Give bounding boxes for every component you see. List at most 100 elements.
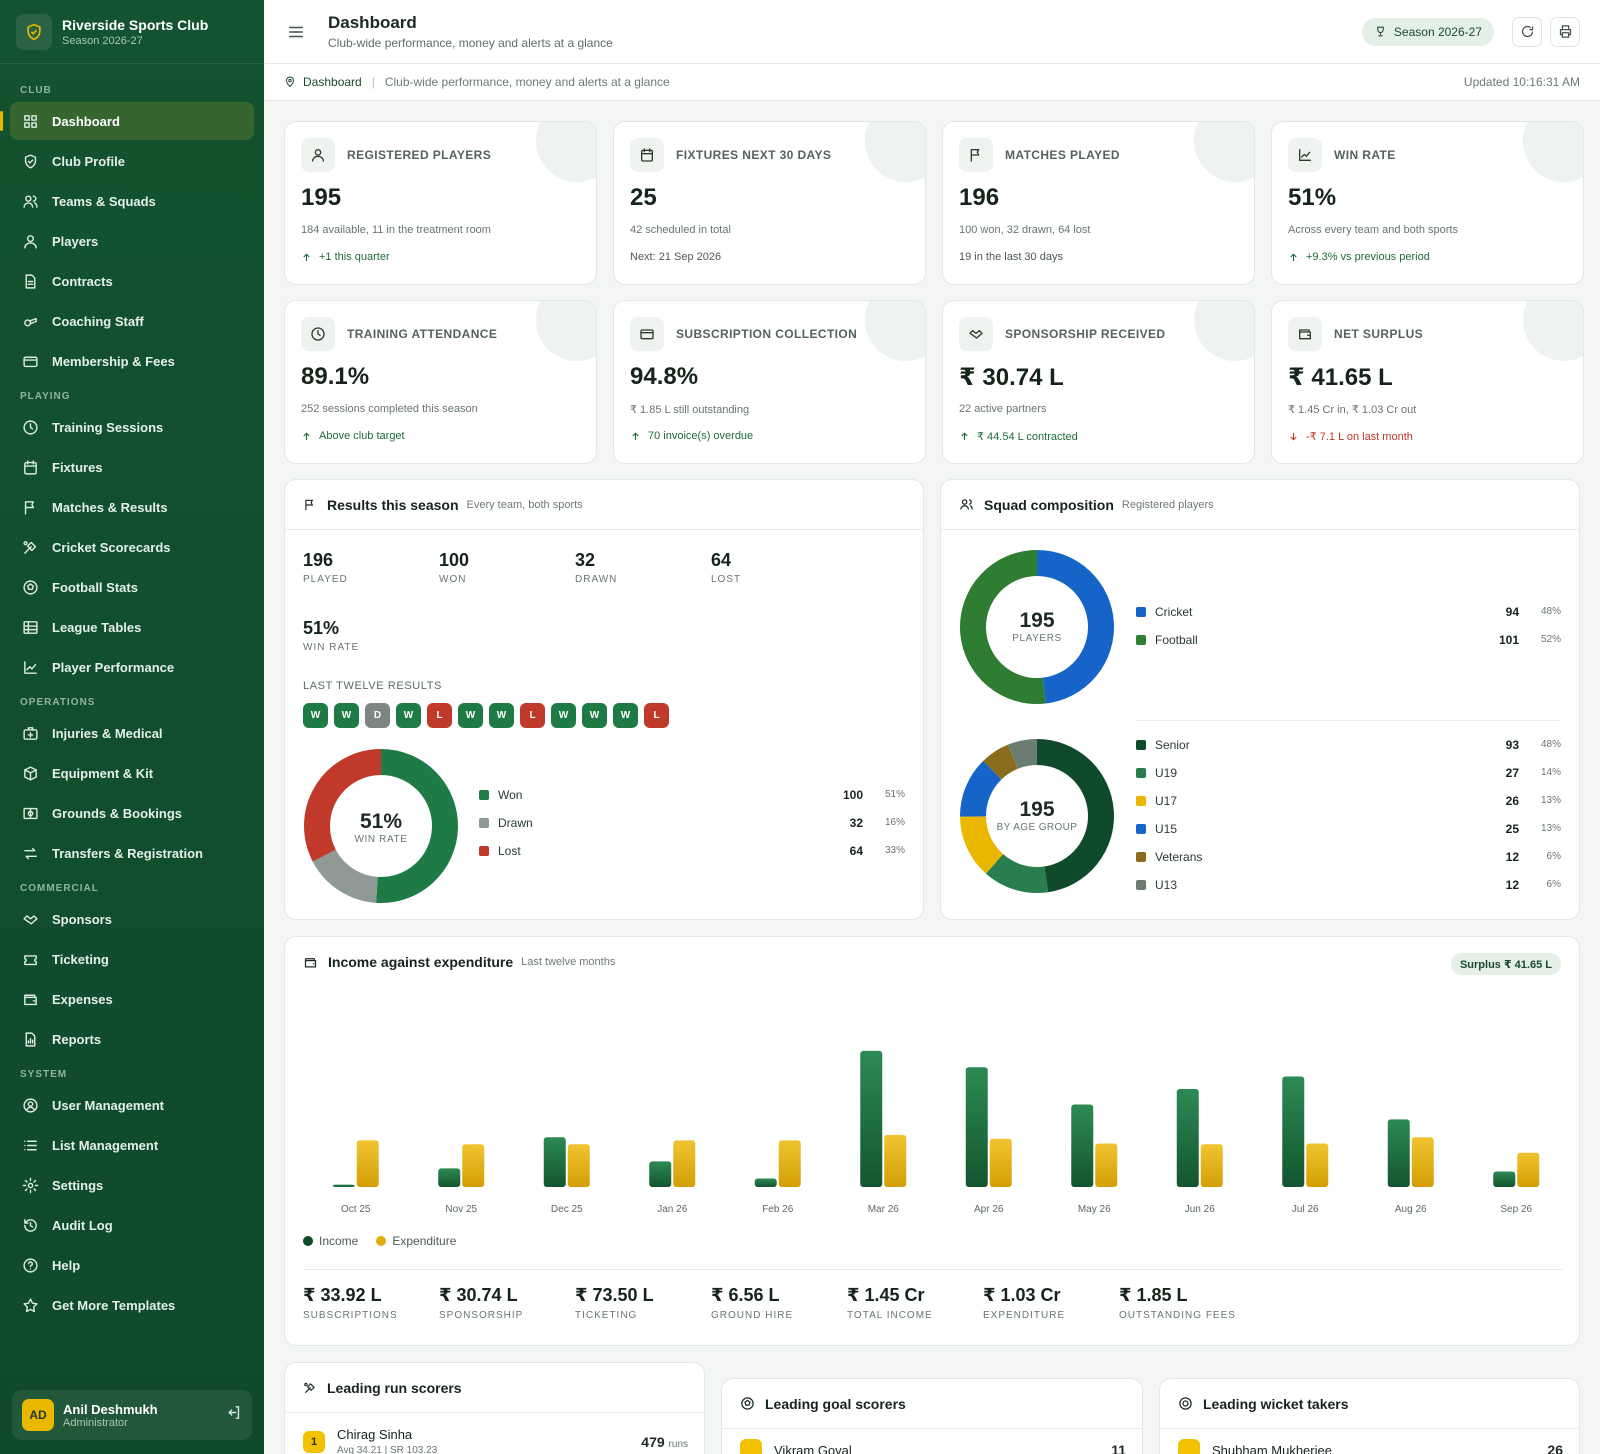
kpi-matches-played[interactable]: MATCHES PLAYED 196 100 won, 32 drawn, 64 l… [942,121,1255,285]
expenditure-bar-feb-26[interactable] [778,1140,801,1187]
sidebar-item-cricket-scorecards[interactable]: Cricket Scorecards [10,528,254,566]
list-item[interactable]: Vikram Goyal 11 [740,1439,1126,1454]
expenditure-bar-sep-26[interactable] [1517,1152,1540,1187]
age-slice-veterans[interactable] [983,744,1019,780]
age-slice-u17[interactable] [960,815,1004,874]
kpi-label: WIN RATE [1334,148,1396,162]
logout-icon[interactable] [225,1404,242,1426]
income-bar-oct-25[interactable] [332,1184,355,1187]
sidebar-item-grounds-and-bookings[interactable]: Grounds & Bookings [10,794,254,832]
expenditure-bar-jul-26[interactable] [1306,1143,1329,1187]
results-donut [304,749,458,903]
expenditure-bar-oct-25[interactable] [356,1140,379,1187]
sidebar-item-player-performance[interactable]: Player Performance [10,648,254,686]
expenditure-bar-jan-26[interactable] [673,1140,696,1187]
brand[interactable]: Riverside Sports Club Season 2026-27 [0,0,264,64]
sidebar-item-transfers-and-registration[interactable]: Transfers & Registration [10,834,254,872]
expenditure-bar-dec-25[interactable] [567,1144,590,1187]
kpi-registered-players[interactable]: REGISTERED PLAYERS 195 184 available, 11 i… [284,121,597,285]
kpi-value: 195 [301,184,342,211]
breadcrumb-home[interactable]: Dashboard [284,75,362,89]
bat-icon [304,1382,315,1393]
expenditure-bar-nov-25[interactable] [462,1144,485,1187]
sidebar-item-sponsors[interactable]: Sponsors [10,900,254,938]
user-card[interactable]: AD Anil Deshmukh Administrator [12,1390,252,1440]
age-slice-u13[interactable] [1007,739,1038,769]
sport-slice-cricket[interactable] [1036,550,1114,704]
income-bar-jul-26[interactable] [1282,1076,1305,1187]
results-slice-won[interactable] [376,749,458,903]
sidebar-item-expenses[interactable]: Expenses [10,980,254,1018]
season-selector[interactable]: Season 2026-27 [1361,17,1494,46]
refresh-button[interactable] [1512,16,1542,47]
expenditure-bar-aug-26[interactable] [1411,1137,1434,1187]
expenditure-bar-apr-26[interactable] [989,1138,1012,1187]
sidebar-item-label: Teams & Squads [52,193,156,209]
users-icon [960,499,973,510]
sidebar-item-teams-and-squads[interactable]: Teams & Squads [10,182,254,220]
sidebar-item-players[interactable]: Players [10,222,254,260]
sport-slice-football[interactable] [960,550,1046,704]
sidebar-item-reports[interactable]: Reports [10,1020,254,1058]
results-slice-lost[interactable] [304,749,382,862]
kpi-net-surplus[interactable]: NET SURPLUS ₹ 41.65 L ₹ 1.45 Cr in, ₹ 1.03… [1271,300,1584,464]
chart-legend: Income Expenditure [303,1234,456,1248]
sidebar-item-label: Contracts [52,273,113,289]
sidebar-item-settings[interactable]: Settings [10,1166,254,1204]
income-bar-nov-25[interactable] [438,1168,461,1187]
sidebar-item-league-tables[interactable]: League Tables [10,608,254,646]
win-rate-label: WIN RATE [303,642,360,653]
sidebar-item-coaching-staff[interactable]: Coaching Staff [10,302,254,340]
expenditure-bar-mar-26[interactable] [884,1134,907,1187]
list-item[interactable]: 1 Chirag Sinha Avg 34.21 | SR 103.23 479… [303,1427,688,1454]
income-bar-aug-26[interactable] [1387,1119,1410,1187]
income-bar-may-26[interactable] [1071,1104,1094,1187]
sidebar-item-membership-and-fees[interactable]: Membership & Fees [10,342,254,380]
kpi-fixtures-next-30-days[interactable]: FIXTURES NEXT 30 DAYS 25 42 scheduled in t… [613,121,926,285]
print-button[interactable] [1550,16,1580,47]
kpi-win-rate[interactable]: WIN RATE 51% Across every team and both sp… [1271,121,1584,285]
sidebar-item-equipment-and-kit[interactable]: Equipment & Kit [10,754,254,792]
sidebar-item-label: Ticketing [52,951,109,967]
kpi-sponsorship-received[interactable]: SPONSORSHIP RECEIVED ₹ 30.74 L 22 active p… [942,300,1255,464]
expenditure-bar-jun-26[interactable] [1200,1144,1223,1187]
sidebar-item-club-profile[interactable]: Club Profile [10,142,254,180]
results-slice-drawn[interactable] [312,849,379,903]
income-bar-apr-26[interactable] [965,1067,988,1187]
sidebar-item-label: Sponsors [52,911,112,927]
sidebar-item-audit-log[interactable]: Audit Log [10,1206,254,1244]
sidebar-item-user-management[interactable]: User Management [10,1086,254,1124]
sidebar-item-ticketing[interactable]: Ticketing [10,940,254,978]
legend-label: U17 [1155,794,1178,808]
sidebar-item-contracts[interactable]: Contracts [10,262,254,300]
income-bar-mar-26[interactable] [860,1050,883,1187]
income-bar-sep-26[interactable] [1493,1171,1516,1187]
sidebar-item-list-management[interactable]: List Management [10,1126,254,1164]
age-slice-u15[interactable] [960,760,1002,818]
sidebar-item-matches-and-results[interactable]: Matches & Results [10,488,254,526]
legend-percent: 33% [884,845,905,856]
nav-section-commercial: COMMERCIAL [20,883,99,894]
age-slice-u19[interactable] [985,853,1049,893]
sidebar-item-football-stats[interactable]: Football Stats [10,568,254,606]
arrow-up-icon [303,432,310,440]
income-bar-jun-26[interactable] [1176,1089,1199,1187]
menu-icon[interactable] [284,20,308,44]
sidebar-item-get-more-templates[interactable]: Get More Templates [10,1286,254,1324]
age-slice-senior[interactable] [1036,739,1114,893]
sidebar-item-training-sessions[interactable]: Training Sessions [10,408,254,446]
sidebar-item-label: User Management [52,1097,164,1113]
income-bar-feb-26[interactable] [754,1178,777,1187]
kpi-subscription-collection[interactable]: SUBSCRIPTION COLLECTION 94.8% ₹ 1.85 L sti… [613,300,926,464]
income-bar-jan-26[interactable] [649,1161,672,1187]
sidebar-item-dashboard[interactable]: Dashboard [0,102,254,140]
sidebar-item-help[interactable]: Help [10,1246,254,1284]
result-chip: L [427,703,452,728]
kpi-training-attendance[interactable]: TRAINING ATTENDANCE 89.1% 252 sessions com… [284,300,597,464]
list-item[interactable]: Shubham Mukherjee 26 [1178,1439,1563,1454]
sidebar-item-injuries-and-medical[interactable]: Injuries & Medical [10,714,254,752]
sidebar-item-fixtures[interactable]: Fixtures [10,448,254,486]
age-donut-label: BY AGE GROUP [996,822,1078,833]
expenditure-bar-may-26[interactable] [1095,1143,1118,1187]
income-bar-dec-25[interactable] [543,1137,566,1187]
